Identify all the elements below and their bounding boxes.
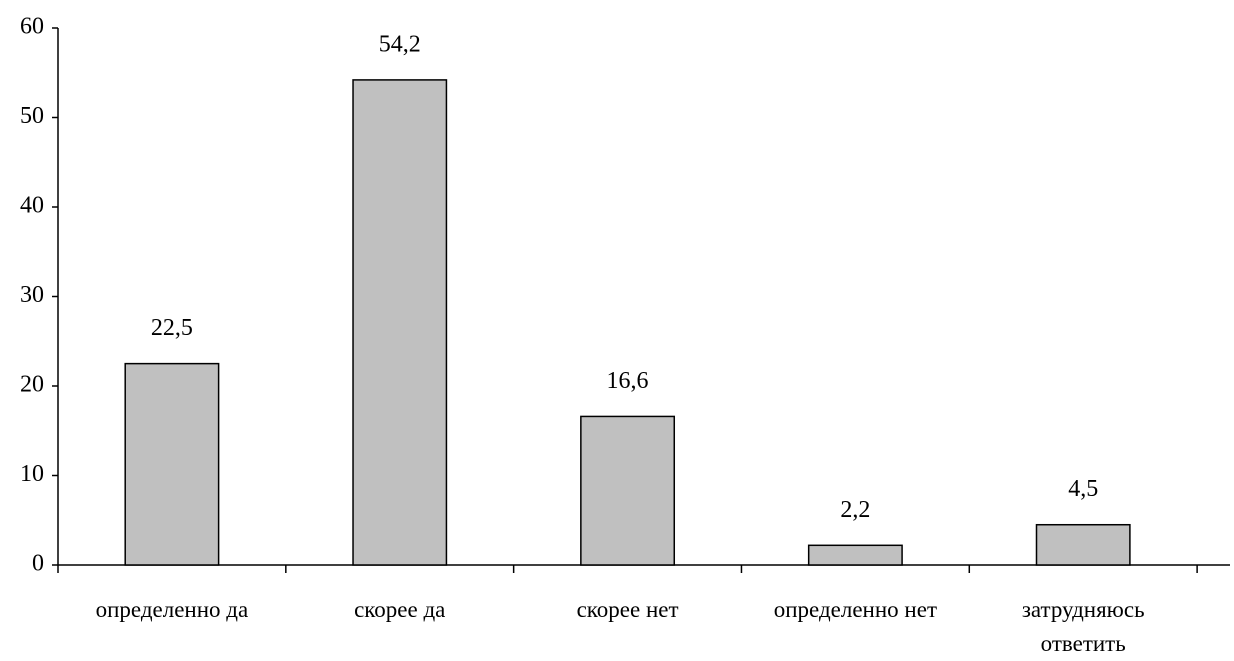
x-tick-label: определенно нет bbox=[773, 597, 937, 622]
value-label: 4,5 bbox=[1068, 476, 1098, 502]
bar bbox=[352, 79, 448, 566]
bar bbox=[807, 544, 903, 566]
value-label: 2,2 bbox=[840, 497, 870, 523]
y-tick-label: 0 bbox=[32, 551, 44, 577]
value-label: 54,2 bbox=[379, 31, 421, 57]
y-tick-label: 20 bbox=[20, 372, 44, 398]
bar bbox=[1035, 523, 1131, 566]
y-tick-label: 10 bbox=[20, 461, 44, 487]
y-tick-label: 40 bbox=[20, 193, 44, 219]
y-tick-label: 50 bbox=[20, 103, 44, 129]
bar bbox=[580, 415, 676, 566]
x-tick-label: скорее нет bbox=[576, 597, 679, 622]
x-tick-label: определенно да bbox=[95, 597, 249, 622]
bar bbox=[124, 362, 220, 566]
x-tick-label: скорее да bbox=[354, 597, 446, 622]
value-label: 22,5 bbox=[151, 315, 193, 341]
x-tick-label: затрудняюсь ответить bbox=[1021, 597, 1145, 656]
value-label: 16,6 bbox=[607, 368, 649, 394]
y-tick-label: 30 bbox=[20, 282, 44, 308]
y-tick-label: 60 bbox=[20, 14, 44, 40]
